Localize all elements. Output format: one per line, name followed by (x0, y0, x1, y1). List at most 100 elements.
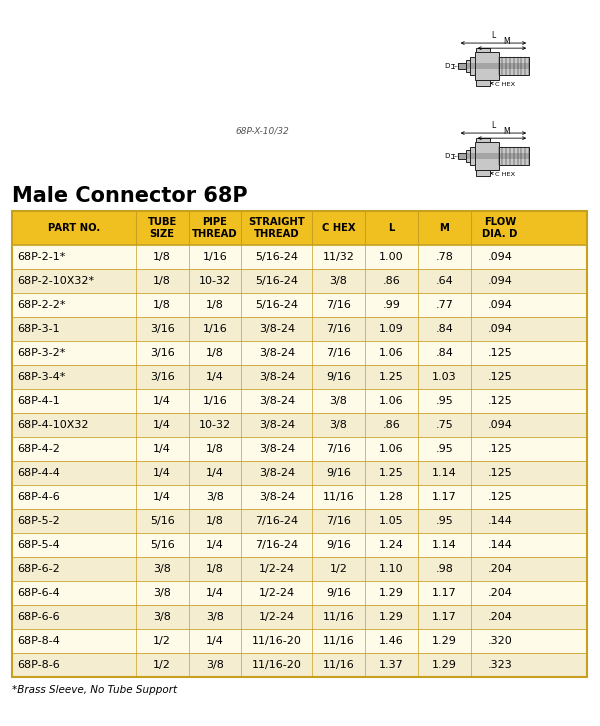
Text: 3/16: 3/16 (150, 348, 175, 358)
Text: C HEX: C HEX (491, 82, 515, 87)
Text: 1.24: 1.24 (379, 540, 404, 550)
Text: .86: .86 (383, 276, 400, 286)
Text: 1/8: 1/8 (206, 348, 224, 358)
Text: 3/8-24: 3/8-24 (259, 420, 295, 430)
Text: .75: .75 (436, 420, 453, 430)
Text: 1.29: 1.29 (432, 636, 457, 646)
Text: 3/8: 3/8 (153, 612, 171, 622)
Text: 1.14: 1.14 (432, 468, 457, 478)
Bar (12, 317, 587, 341)
Text: 1/16: 1/16 (203, 252, 227, 262)
Bar (466, 60, 470, 72)
Text: 5/16-24: 5/16-24 (255, 300, 298, 310)
Text: 1.10: 1.10 (379, 564, 404, 574)
Text: 3/8: 3/8 (329, 420, 347, 430)
Text: 68P-6-4: 68P-6-4 (17, 588, 60, 598)
Text: 1/8: 1/8 (153, 276, 171, 286)
Text: C HEX: C HEX (322, 223, 355, 233)
Text: .95: .95 (436, 516, 453, 526)
Text: 1/4: 1/4 (206, 468, 224, 478)
Text: .094: .094 (488, 324, 512, 334)
Text: 3/8-24: 3/8-24 (259, 396, 295, 406)
Text: .323: .323 (488, 660, 512, 670)
Text: 1.29: 1.29 (432, 660, 457, 670)
Text: .204: .204 (488, 588, 512, 598)
Text: 10-32: 10-32 (199, 420, 231, 430)
Text: *Brass Sleeve, No Tube Support: *Brass Sleeve, No Tube Support (12, 685, 177, 695)
Text: 68P-5-4: 68P-5-4 (17, 540, 60, 550)
Text: 1/8: 1/8 (206, 564, 224, 574)
Text: D: D (445, 153, 450, 159)
Text: .125: .125 (488, 492, 512, 502)
Text: 68P-8-6: 68P-8-6 (17, 660, 60, 670)
Text: 3/8: 3/8 (329, 396, 347, 406)
Text: 1.29: 1.29 (379, 612, 404, 622)
Text: 3/8: 3/8 (153, 564, 171, 574)
Text: 68P-4-6: 68P-4-6 (17, 492, 60, 502)
Text: 1.28: 1.28 (379, 492, 404, 502)
Text: 1/4: 1/4 (153, 468, 171, 478)
Text: PIPE
THREAD: PIPE THREAD (192, 217, 238, 239)
Text: 68P-2-1*: 68P-2-1* (17, 252, 65, 262)
Text: 3/8-24: 3/8-24 (259, 444, 295, 454)
Text: 3/8: 3/8 (206, 660, 224, 670)
Text: 68P-5-2: 68P-5-2 (17, 516, 60, 526)
Text: 1.46: 1.46 (379, 636, 404, 646)
Bar (12, 653, 587, 677)
Text: 68P-8-4: 68P-8-4 (17, 636, 60, 646)
Text: 11/16: 11/16 (323, 492, 355, 502)
Text: 1.06: 1.06 (379, 444, 404, 454)
Text: 3/8-24: 3/8-24 (259, 372, 295, 382)
Text: 1.14: 1.14 (432, 540, 457, 550)
Text: .78: .78 (436, 252, 454, 262)
Bar (476, 48, 490, 52)
Text: 3/8: 3/8 (153, 588, 171, 598)
Text: TUBE
SIZE: TUBE SIZE (148, 217, 176, 239)
Text: 5/16: 5/16 (150, 540, 175, 550)
Text: .125: .125 (488, 468, 512, 478)
Bar (12, 437, 587, 461)
Text: 1/8: 1/8 (153, 300, 171, 310)
Text: L: L (491, 31, 496, 41)
Text: .094: .094 (488, 276, 512, 286)
Bar (12, 557, 587, 581)
Text: .98: .98 (436, 564, 454, 574)
Text: 7/16: 7/16 (326, 516, 351, 526)
Bar (12, 211, 587, 677)
Text: 3/8-24: 3/8-24 (259, 348, 295, 358)
Text: 1/8: 1/8 (153, 252, 171, 262)
Bar (12, 293, 587, 317)
Bar (12, 245, 587, 269)
Text: .204: .204 (488, 564, 512, 574)
Bar (475, 142, 499, 171)
Text: 1/4: 1/4 (206, 588, 224, 598)
Bar (12, 211, 587, 245)
Bar (476, 171, 490, 176)
Text: 1.17: 1.17 (432, 492, 457, 502)
Text: 7/16: 7/16 (326, 348, 351, 358)
Text: STRAIGHT
THREAD: STRAIGHT THREAD (248, 217, 305, 239)
Bar (12, 629, 587, 653)
Text: .84: .84 (436, 348, 454, 358)
Text: .86: .86 (383, 420, 400, 430)
Text: 1/8: 1/8 (206, 516, 224, 526)
Text: .125: .125 (488, 348, 512, 358)
Text: 1/4: 1/4 (153, 444, 171, 454)
Text: 11/16-20: 11/16-20 (252, 636, 302, 646)
Text: 1/4: 1/4 (153, 420, 171, 430)
Text: 1/2: 1/2 (153, 660, 171, 670)
Text: 7/16: 7/16 (326, 300, 351, 310)
Text: .95: .95 (436, 396, 453, 406)
Bar (12, 413, 587, 437)
Text: .094: .094 (488, 300, 512, 310)
Text: .125: .125 (488, 372, 512, 382)
Bar (476, 138, 490, 142)
Text: PART NO.: PART NO. (47, 223, 100, 233)
Text: 9/16: 9/16 (326, 588, 351, 598)
Bar (12, 461, 587, 485)
Text: .125: .125 (488, 444, 512, 454)
Text: 68P-4-2: 68P-4-2 (17, 444, 60, 454)
Bar (12, 389, 587, 413)
Text: 68P-X-10/32: 68P-X-10/32 (235, 126, 289, 136)
Text: 9/16: 9/16 (326, 540, 351, 550)
